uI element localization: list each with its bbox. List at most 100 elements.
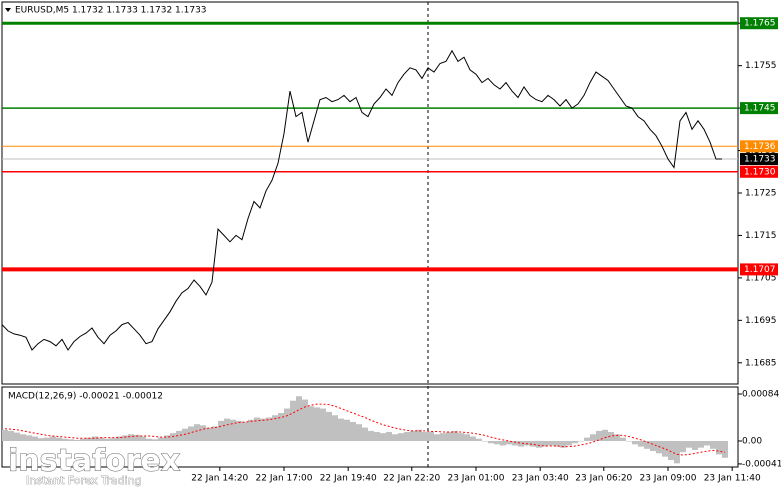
macd-bar xyxy=(121,435,128,441)
macd-bar xyxy=(139,436,146,441)
x-tick-label: 23 Jan 06:20 xyxy=(575,474,632,484)
macd-bar xyxy=(619,437,626,441)
macd-bar xyxy=(115,436,122,441)
macd-bar xyxy=(91,436,98,441)
macd-bar xyxy=(187,426,194,441)
macd-bar xyxy=(535,440,542,448)
macd-bar xyxy=(475,438,482,441)
macd-bar xyxy=(613,434,620,441)
macd-bar xyxy=(553,440,560,447)
macd-bar xyxy=(403,432,410,441)
x-tick-label: 23 Jan 11:40 xyxy=(704,474,761,484)
chart-title: EURUSD,M5 1.1732 1.1733 1.1732 1.1733 xyxy=(15,6,207,16)
macd-bar xyxy=(343,419,350,441)
macd-bar xyxy=(499,440,506,446)
y-tick-label: 0.00084 xyxy=(742,389,779,399)
y-tick-label: 1.1715 xyxy=(745,231,777,241)
macd-bar xyxy=(631,440,638,445)
macd-bar xyxy=(541,440,548,447)
macd-bar xyxy=(637,440,644,447)
macd-bar xyxy=(709,440,716,449)
macd-bar xyxy=(103,438,110,441)
macd-bar xyxy=(325,411,332,441)
macd-bar xyxy=(487,440,494,444)
watermark-brand: instaforex xyxy=(8,444,180,479)
macd-bar xyxy=(601,429,608,441)
macd-bar xyxy=(415,429,422,441)
macd-bar xyxy=(397,433,404,441)
macd-bar xyxy=(235,420,242,441)
macd-bar xyxy=(265,417,272,441)
level-label: 1.1736 xyxy=(744,142,776,152)
level-label-box xyxy=(740,165,778,178)
macd-bar xyxy=(163,435,170,441)
macd-bar xyxy=(355,424,362,441)
macd-bar xyxy=(625,440,632,442)
macd-bar xyxy=(37,438,44,441)
macd-bar xyxy=(2,429,8,441)
macd-bar xyxy=(661,440,668,457)
macd-bar xyxy=(385,432,392,441)
macd-bar xyxy=(67,439,74,441)
level-label: 1.1745 xyxy=(744,104,776,114)
macd-bar xyxy=(199,425,206,441)
level-label-box xyxy=(740,17,778,30)
macd-bar xyxy=(463,434,470,441)
macd-bar xyxy=(205,427,212,441)
macd-bar xyxy=(469,436,476,441)
macd-bar xyxy=(55,437,62,441)
level-label-box xyxy=(740,102,778,115)
x-tick-label: 22 Jan 17:00 xyxy=(256,474,313,484)
macd-bar xyxy=(49,436,56,441)
macd-bar xyxy=(691,440,698,450)
macd-bar xyxy=(25,435,32,441)
macd-bar xyxy=(673,440,680,464)
x-tick-label: 23 Jan 03:40 xyxy=(512,474,569,484)
macd-bar xyxy=(79,438,86,441)
macd-bar xyxy=(643,440,650,449)
macd-bar xyxy=(703,440,710,446)
macd-bar xyxy=(577,440,584,442)
macd-bar xyxy=(169,433,176,441)
level-label: 1.1707 xyxy=(744,265,776,275)
macd-bar xyxy=(667,440,674,461)
macd-bar xyxy=(589,434,596,441)
macd-bar xyxy=(319,408,326,441)
macd-bar xyxy=(331,415,338,441)
macd-bar xyxy=(451,430,458,441)
macd-bar xyxy=(523,440,530,446)
macd-bar xyxy=(583,437,590,441)
plot-layer: 1.17651.17551.17451.17351.17251.17151.17… xyxy=(1,17,781,484)
macd-bar xyxy=(283,408,290,441)
macd-title: MACD(12,26,9) -0.00021 -0.00012 xyxy=(8,392,163,402)
macd-bar xyxy=(301,399,308,441)
macd-bar xyxy=(433,434,440,441)
macd-bar xyxy=(559,440,566,448)
level-label-box xyxy=(740,140,778,153)
macd-bar xyxy=(427,432,434,441)
macd-bar xyxy=(109,438,116,441)
macd-bar xyxy=(241,421,248,441)
macd-bar xyxy=(715,440,722,455)
macd-bar xyxy=(289,400,296,441)
y-tick-label: 0.00 xyxy=(742,436,762,446)
watermark-tagline: Instant Forex Trading xyxy=(26,474,142,487)
macd-bar xyxy=(211,426,218,441)
macd-bar xyxy=(379,433,386,441)
macd-bar xyxy=(511,440,518,446)
macd-bar xyxy=(493,440,500,445)
macd-bar xyxy=(313,407,320,441)
macd-bar xyxy=(271,415,278,441)
macd-bar xyxy=(505,440,512,445)
macd-bar xyxy=(367,430,374,441)
y-tick-label: 1.1705 xyxy=(745,273,777,283)
macd-bar xyxy=(547,440,554,446)
signal-line xyxy=(4,403,726,456)
macd-bar xyxy=(361,427,368,441)
macd-bar xyxy=(259,418,266,441)
level-label: 1.1733 xyxy=(744,155,776,165)
macd-bar xyxy=(457,433,464,441)
macd-bar xyxy=(337,418,344,441)
